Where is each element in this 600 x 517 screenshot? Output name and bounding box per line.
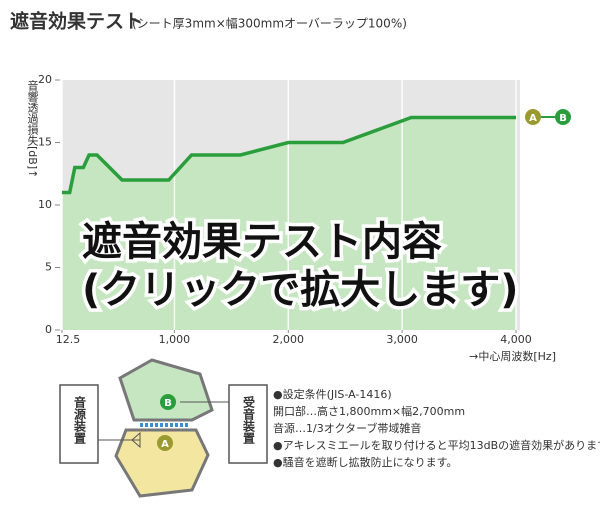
receiving-room: [118, 358, 214, 422]
point-a: [157, 435, 173, 451]
y-tick-label: 0: [45, 323, 52, 336]
receiver-label: 受音装置: [242, 395, 256, 444]
note: ●設定条件(JIS-A-1416): [273, 387, 392, 401]
overlay-text[interactable]: (クリックで拡大します): [79, 264, 523, 317]
chart-title: 遮音効果テスト: [10, 10, 143, 33]
x-tick-label: 4,000: [500, 333, 532, 346]
y-tick-label: 20: [38, 73, 52, 86]
x-tick-label: 12.5: [56, 333, 81, 346]
note: 開口部…高さ1,800mm×幅2,700mm: [273, 404, 465, 418]
source-box: [59, 384, 99, 464]
note: 音源…1/3オクターブ帯域雑音: [273, 421, 421, 435]
note: ●アキレスミエールを取り付けると平均13dBの遮音効果があります。: [273, 438, 600, 452]
legend-marker: [555, 109, 571, 125]
y-tick-label: 5: [45, 261, 52, 274]
x-tick-label: 3,000: [386, 333, 418, 346]
note: ●騒音を遮断し拡散防止になります。: [273, 455, 458, 469]
chart-subtitle: (シート厚3mm×幅300mmオーバーラップ100%): [132, 16, 407, 31]
source-label: 音源装置: [73, 395, 87, 444]
receiver-box: [228, 384, 268, 464]
y-tick-label: 10: [38, 198, 52, 211]
x-tick-label: 1,000: [159, 333, 191, 346]
point-b-label: B: [164, 398, 172, 409]
x-axis-label: →中心周波数[Hz]: [469, 350, 556, 363]
y-tick-label: 15: [38, 136, 52, 149]
legend-label: A: [529, 113, 537, 124]
diagram: 音源装置 受音装置 B A: [59, 358, 268, 498]
legend-marker: [525, 109, 541, 125]
point-b: [160, 394, 176, 410]
plot: 0 5 10 15 20 12.5 1,000 2,000 3,000 4,000 A B: [38, 73, 571, 346]
y-axis-label: 音響透過損失[dB]↑: [26, 79, 39, 179]
speaker: [131, 431, 141, 449]
overlay[interactable]: 遮音効果テスト内容 (クリックで拡大します): [79, 216, 523, 317]
x-tick-label: 2,000: [273, 333, 305, 346]
notes: ●設定条件(JIS-A-1416) 開口部…高さ1,800mm×幅2,700mm 音…: [273, 387, 600, 469]
line: [62, 115, 516, 195]
point-a-label: A: [161, 439, 169, 450]
legend-label: B: [559, 113, 567, 124]
overlay-text[interactable]: 遮音効果テスト内容: [79, 216, 446, 269]
